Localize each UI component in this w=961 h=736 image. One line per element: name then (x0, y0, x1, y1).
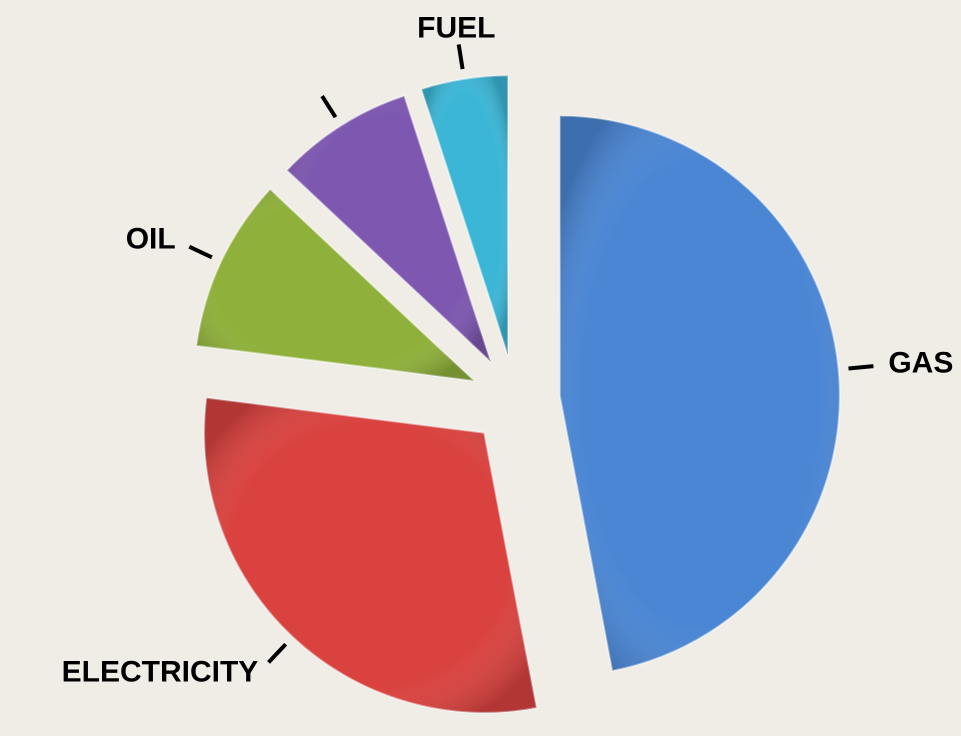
leader-line (267, 642, 288, 664)
slice-label: GAS (888, 347, 953, 380)
pie-slice (558, 114, 841, 672)
slice-label: ELECTRICITY (62, 655, 259, 688)
slice-label: FUEL (417, 12, 495, 45)
leader-line (456, 44, 465, 70)
leader-line (848, 364, 874, 371)
leader-line (188, 244, 213, 260)
leader-line (320, 94, 338, 119)
slice-label: OIL (126, 222, 176, 255)
